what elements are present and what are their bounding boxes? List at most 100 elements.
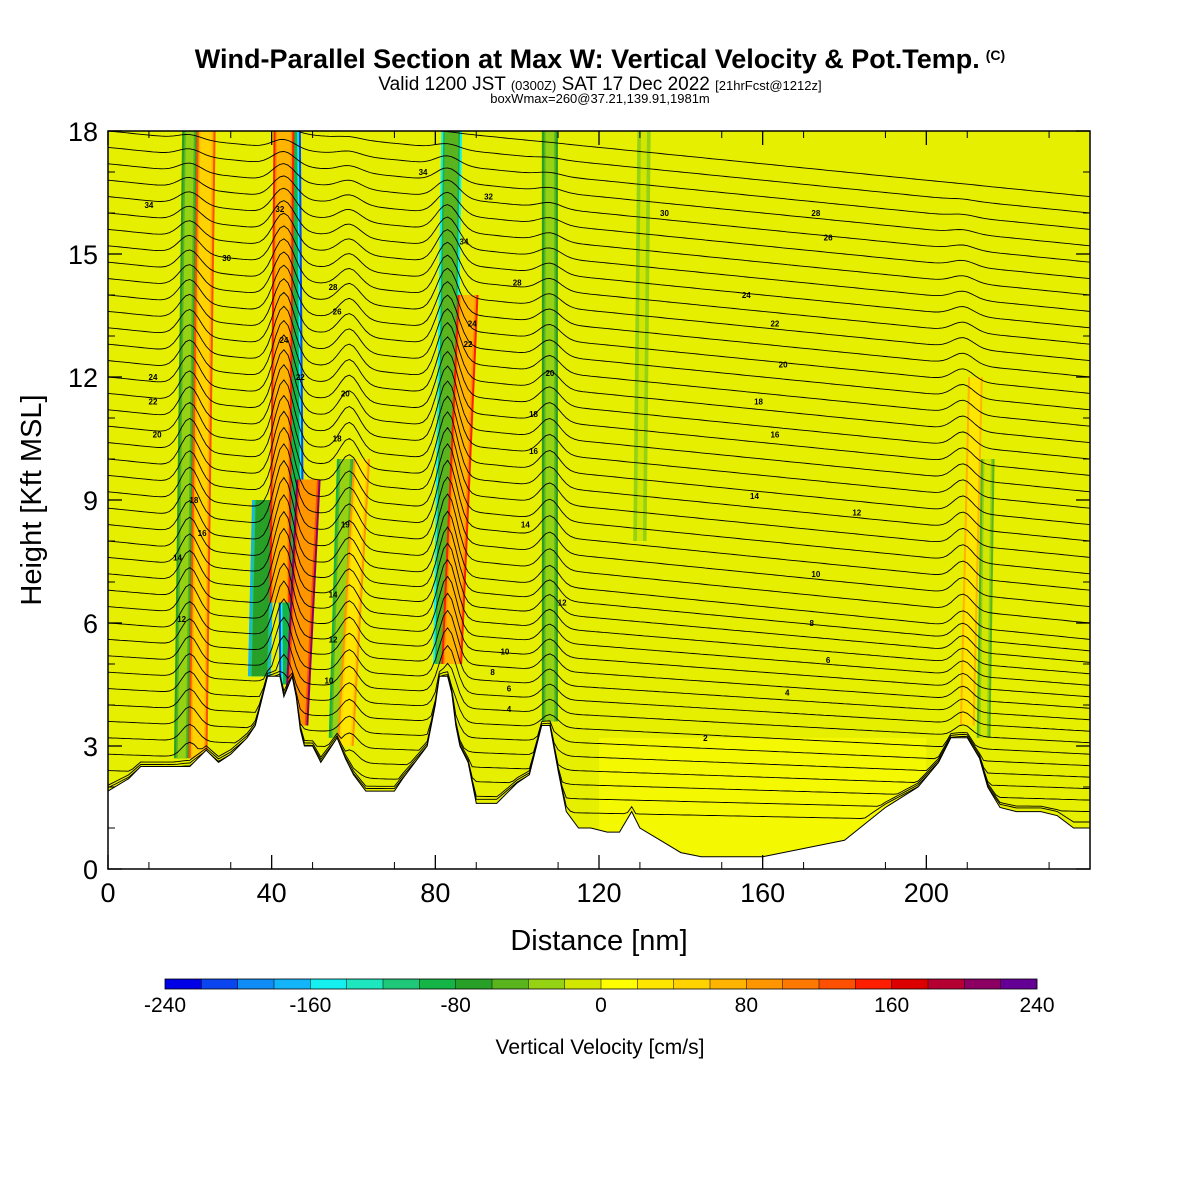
isentrope-line bbox=[108, 653, 1090, 744]
contour-label: 10 bbox=[500, 648, 509, 657]
valid-time: Valid 1200 JST bbox=[378, 74, 506, 95]
contour-labels: 3430322826242220182422201816141219141210… bbox=[144, 168, 861, 743]
colorbar-swatch bbox=[419, 979, 456, 989]
colorbar-swatch bbox=[346, 979, 384, 989]
isentrope-line bbox=[108, 379, 1090, 526]
x-axis-title: Distance [nm] bbox=[510, 925, 687, 957]
contour-label: 10 bbox=[324, 676, 333, 685]
velocity-band-up bbox=[340, 459, 367, 746]
velocity-band-down bbox=[436, 131, 459, 664]
isentrope-line bbox=[108, 510, 1090, 652]
y-tick-label: 15 bbox=[68, 240, 98, 270]
contour-label: 12 bbox=[852, 508, 861, 517]
contour-label: 24 bbox=[279, 336, 288, 345]
contour-label: 34 bbox=[144, 201, 153, 210]
colorbar-swatch bbox=[601, 979, 638, 989]
contour-label: 12 bbox=[558, 599, 567, 608]
contour-label: 24 bbox=[149, 373, 158, 382]
contour-label: 18 bbox=[189, 496, 198, 505]
contour-label: 18 bbox=[333, 435, 342, 444]
x-tick-label: 160 bbox=[740, 878, 785, 908]
axes: 0 40 80 120 160 200 0 3 6 9 12 15 18 Distance [nm] Hei… bbox=[16, 117, 1090, 957]
contour-label: 22 bbox=[296, 373, 305, 382]
contour-label: 6 bbox=[507, 685, 512, 694]
isentrope-line bbox=[108, 580, 1090, 698]
isentrope-line bbox=[108, 162, 1090, 263]
contour-label: 6 bbox=[826, 656, 831, 665]
y-tick-label: 0 bbox=[83, 855, 98, 885]
colorbar-swatch bbox=[455, 979, 493, 989]
colorbar-swatch bbox=[528, 979, 565, 989]
isentrope-line bbox=[108, 291, 1090, 427]
colorbar-swatch bbox=[564, 979, 602, 989]
isentrope-line bbox=[108, 305, 1090, 444]
isentrope-line bbox=[108, 251, 1090, 378]
velocity-band-down bbox=[177, 131, 194, 759]
colorbar-swatch bbox=[673, 979, 711, 989]
contour-label: 30 bbox=[660, 209, 669, 218]
contour-label: 28 bbox=[513, 279, 522, 288]
x-tick-label: 200 bbox=[904, 878, 949, 908]
isentrope-line bbox=[108, 616, 1090, 721]
isentrope-line bbox=[108, 363, 1090, 509]
contour-label: 34 bbox=[460, 238, 469, 247]
colorbar-swatch bbox=[782, 979, 820, 989]
contour-label: 28 bbox=[811, 209, 820, 218]
isentrope-line bbox=[108, 544, 1090, 675]
colorbar-swatch bbox=[710, 979, 747, 989]
colorbar-swatch bbox=[855, 979, 892, 989]
colorbar-swatch bbox=[165, 979, 202, 989]
contour-label: 14 bbox=[521, 521, 530, 530]
colorbar-tick-label: -160 bbox=[289, 994, 331, 1017]
contour-label: 32 bbox=[275, 205, 284, 214]
isentrope-line bbox=[108, 443, 1090, 591]
x-tick-label: 120 bbox=[576, 878, 621, 908]
vertical-velocity-field bbox=[173, 131, 995, 869]
isentrope-line bbox=[108, 278, 1090, 411]
isentrope-line bbox=[108, 212, 1090, 329]
velocity-band-down bbox=[332, 459, 351, 738]
velocity-band-down bbox=[980, 459, 991, 738]
colorbar: -240 -160 -80 0 80 160 240 bbox=[144, 978, 1055, 1017]
colorbar-swatch bbox=[637, 979, 674, 989]
contour-label: 26 bbox=[824, 234, 833, 243]
x-tick-label: 0 bbox=[100, 878, 115, 908]
contour-label: 24 bbox=[742, 291, 751, 300]
isentrope-line bbox=[108, 527, 1090, 663]
contour-label: 14 bbox=[750, 492, 759, 501]
contour-label: 2 bbox=[703, 734, 708, 743]
contour-label: 12 bbox=[177, 615, 186, 624]
contour-label: 16 bbox=[529, 447, 538, 456]
isentrope-line bbox=[108, 410, 1090, 558]
contour-label: 20 bbox=[341, 389, 350, 398]
isentrope-line bbox=[108, 562, 1090, 686]
isentrope-line bbox=[108, 187, 1090, 296]
contour-label: 32 bbox=[484, 193, 493, 202]
isentrope-line bbox=[108, 264, 1090, 394]
contour-label: 22 bbox=[770, 320, 779, 329]
isentrope-line bbox=[108, 200, 1090, 312]
isentrope-line bbox=[108, 175, 1090, 280]
contour-label: 16 bbox=[198, 529, 207, 538]
x-tick-label: 80 bbox=[420, 878, 450, 908]
colorbar-swatch bbox=[891, 979, 929, 989]
contour-label: 18 bbox=[529, 410, 538, 419]
contour-label: 26 bbox=[333, 307, 342, 316]
y-tick-label: 18 bbox=[68, 117, 98, 147]
valid-date: SAT 17 Dec 2022 bbox=[561, 74, 710, 95]
y-tick-label: 9 bbox=[83, 486, 98, 516]
contour-label: 24 bbox=[468, 320, 477, 329]
forecast-info: [21hrFcst@1212z] bbox=[715, 78, 822, 93]
contour-label: 20 bbox=[779, 361, 788, 370]
contour-label: 12 bbox=[329, 635, 338, 644]
isentrope-line bbox=[295, 131, 1090, 214]
isentrope-line bbox=[108, 634, 1090, 732]
colorbar-tick-label: -240 bbox=[144, 994, 186, 1017]
colorbar-swatch bbox=[819, 979, 856, 989]
colorbar-swatch bbox=[492, 979, 529, 989]
colorbar-swatch bbox=[383, 979, 420, 989]
isentrope-line bbox=[108, 494, 1090, 640]
x-tick-label: 40 bbox=[257, 878, 287, 908]
contour-label: 22 bbox=[149, 398, 158, 407]
